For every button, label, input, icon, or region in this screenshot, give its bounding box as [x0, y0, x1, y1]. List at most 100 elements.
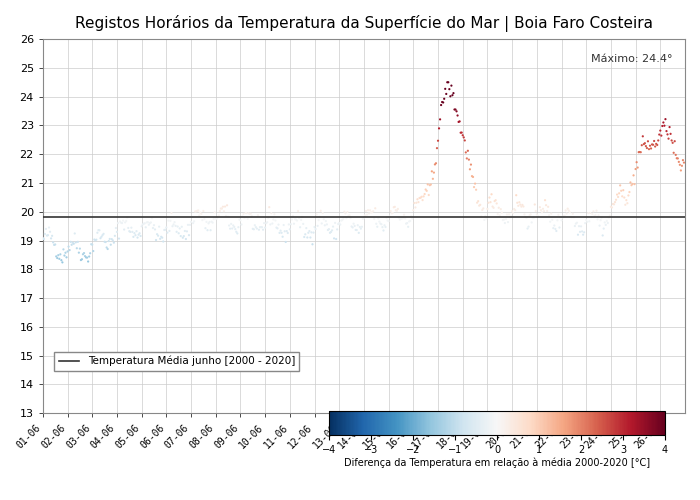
Point	[582, 209, 594, 217]
Point	[671, 154, 682, 162]
Point	[452, 112, 463, 120]
Point	[413, 198, 424, 206]
Point	[95, 234, 106, 242]
Point	[80, 254, 92, 262]
Point	[340, 210, 351, 218]
Point	[273, 220, 284, 228]
Point	[85, 240, 97, 248]
Point	[92, 228, 103, 236]
Point	[59, 252, 70, 260]
Point	[81, 254, 92, 262]
Point	[386, 210, 398, 218]
Point	[488, 204, 499, 212]
Point	[142, 218, 153, 226]
Point	[411, 198, 422, 206]
Point	[584, 209, 596, 217]
Point	[477, 204, 489, 212]
Point	[38, 235, 50, 243]
Point	[289, 215, 300, 223]
Point	[458, 134, 469, 141]
Point	[400, 220, 412, 228]
Point	[542, 203, 554, 211]
Point	[161, 224, 172, 232]
Point	[569, 222, 580, 230]
Point	[442, 78, 453, 86]
Point	[276, 229, 287, 237]
Point	[637, 132, 648, 140]
Point	[83, 258, 94, 266]
Point	[438, 98, 449, 106]
Point	[128, 233, 139, 241]
Point	[56, 256, 67, 264]
Point	[88, 247, 99, 255]
Point	[619, 194, 630, 202]
Point	[487, 202, 498, 210]
Point	[328, 234, 339, 242]
Point	[475, 212, 486, 220]
Point	[491, 200, 503, 207]
Point	[505, 213, 516, 221]
Point	[530, 207, 541, 215]
Point	[288, 220, 300, 228]
Point	[556, 216, 567, 224]
Point	[620, 201, 631, 209]
Point	[302, 234, 313, 241]
Point	[238, 210, 249, 218]
Point	[124, 227, 135, 235]
Point	[481, 214, 492, 222]
Point	[135, 232, 146, 240]
Point	[482, 205, 493, 213]
Point	[107, 236, 118, 244]
Point	[326, 228, 337, 236]
Point	[323, 225, 335, 233]
Point	[426, 168, 438, 175]
Point	[62, 248, 73, 256]
Point	[295, 216, 307, 224]
Point	[150, 236, 162, 244]
Point	[300, 230, 311, 238]
Point	[50, 252, 62, 260]
Point	[625, 178, 636, 186]
Point	[293, 207, 304, 215]
Point	[428, 168, 440, 176]
Point	[540, 196, 551, 204]
Point	[617, 192, 628, 200]
Point	[260, 224, 271, 232]
Point	[223, 222, 235, 230]
Point	[365, 208, 377, 216]
Point	[645, 142, 656, 150]
Point	[63, 242, 74, 250]
Point	[667, 139, 678, 147]
Point	[670, 151, 681, 159]
Point	[204, 218, 215, 226]
Point	[437, 98, 448, 106]
Point	[279, 228, 290, 235]
Point	[155, 235, 166, 243]
Point	[430, 159, 442, 167]
Point	[433, 124, 444, 132]
Point	[46, 234, 57, 242]
Point	[214, 212, 225, 220]
Point	[100, 238, 111, 246]
Point	[419, 190, 430, 198]
Point	[193, 206, 204, 214]
Point	[622, 199, 633, 207]
Point	[66, 241, 77, 249]
Point	[512, 202, 524, 210]
Point	[102, 245, 113, 253]
Point	[600, 221, 611, 229]
Point	[223, 212, 234, 220]
Point	[234, 216, 246, 224]
Point	[312, 222, 323, 230]
Point	[462, 147, 473, 155]
Point	[78, 250, 89, 258]
Point	[225, 224, 236, 232]
Point	[412, 196, 423, 203]
Point	[336, 216, 347, 224]
Point	[116, 218, 127, 226]
Point	[489, 197, 500, 205]
Point	[64, 246, 75, 254]
Point	[335, 220, 346, 228]
Point	[277, 232, 288, 240]
Point	[459, 136, 470, 144]
